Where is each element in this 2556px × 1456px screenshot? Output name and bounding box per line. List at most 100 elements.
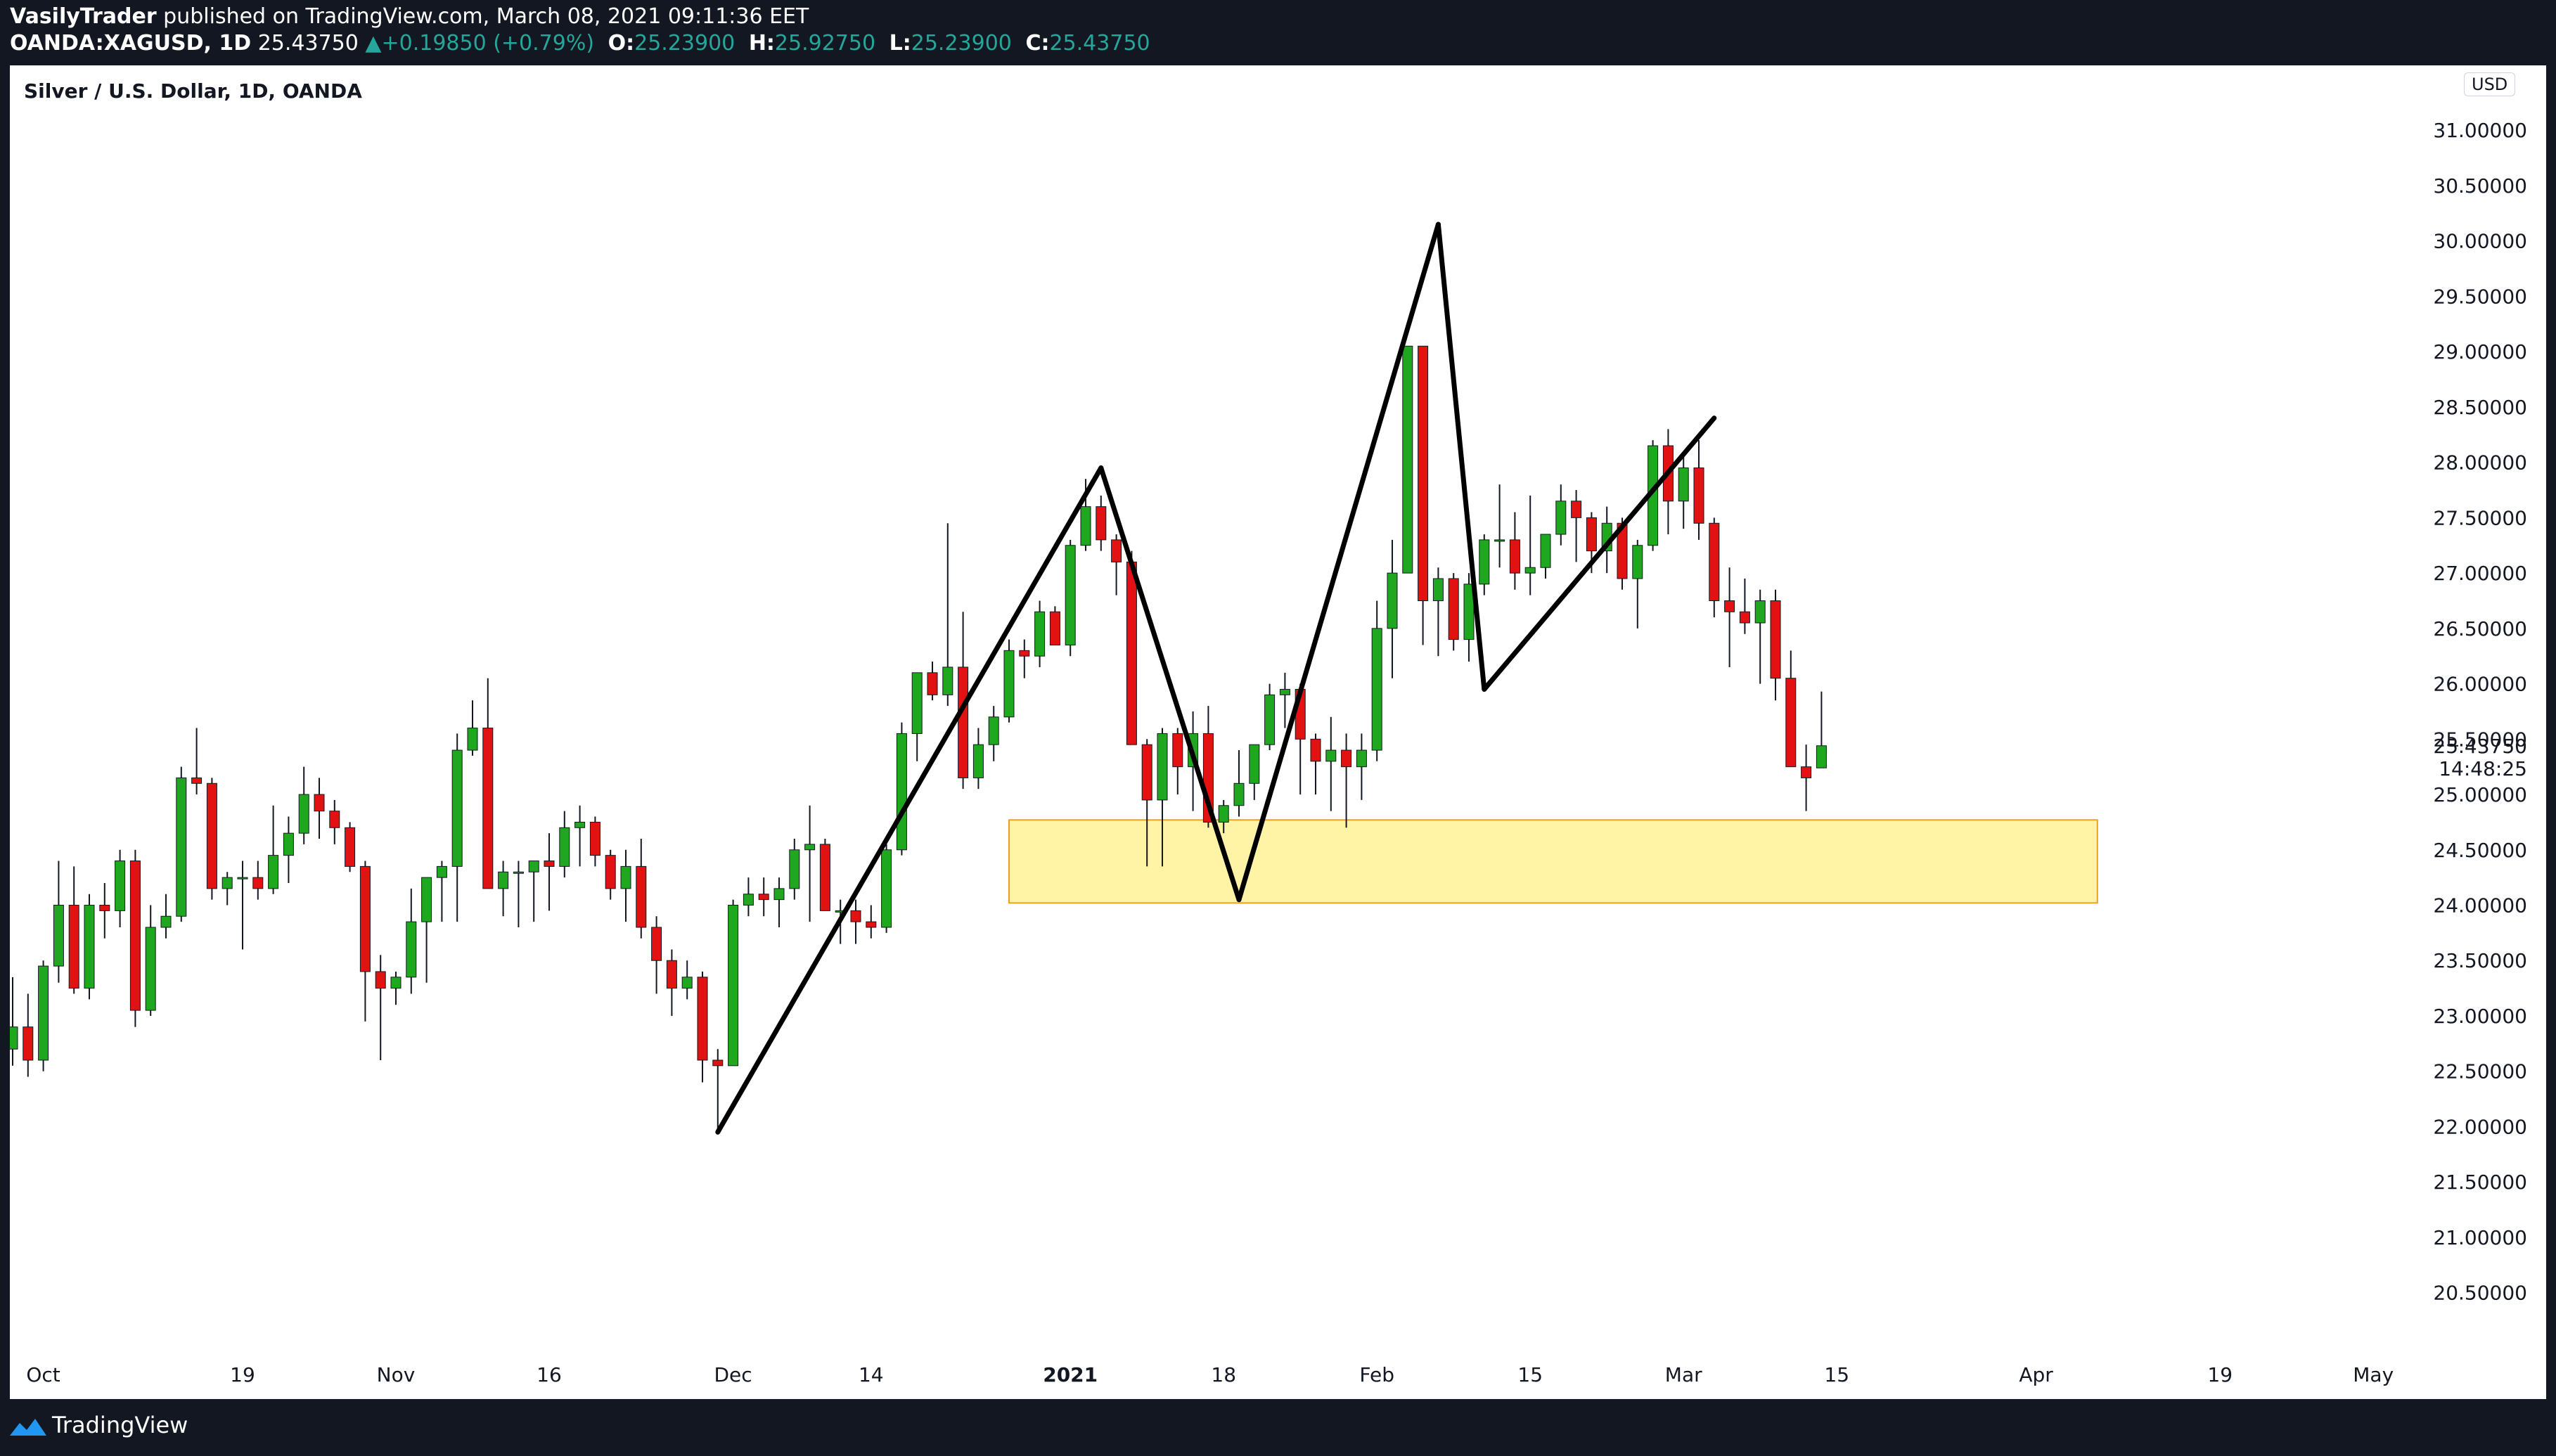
- candle-body: [329, 811, 340, 828]
- candle-body: [1126, 561, 1137, 745]
- x-tick-label: Mar: [1665, 1363, 1702, 1386]
- candle-body: [1754, 600, 1766, 624]
- y-tick-label: 26.00000: [2433, 673, 2527, 696]
- x-tick-label: 14: [859, 1363, 884, 1386]
- candle-body: [972, 744, 984, 778]
- candle-body: [927, 672, 938, 695]
- candle-body: [743, 894, 754, 906]
- y-tick-label: 29.50000: [2433, 285, 2527, 308]
- candle-body: [605, 855, 616, 889]
- candle-body: [513, 871, 524, 874]
- change-arrow-icon: ▲: [365, 31, 382, 56]
- candle-body: [681, 977, 693, 989]
- candle-body: [53, 905, 64, 967]
- pattern-line: [1482, 415, 1717, 692]
- candle-body: [620, 865, 631, 889]
- candle-body: [1264, 694, 1276, 745]
- x-tick-label: Apr: [2019, 1363, 2053, 1386]
- candle-body: [421, 877, 432, 922]
- y-tick-label: 22.00000: [2433, 1115, 2527, 1138]
- candle-body: [1371, 628, 1382, 751]
- candle-body: [712, 1059, 724, 1067]
- candle-body: [406, 921, 417, 978]
- y-tick-label: 24.50000: [2433, 839, 2527, 862]
- candle-body: [298, 794, 309, 834]
- candle-body: [819, 844, 830, 911]
- support-zone: [1008, 819, 2098, 904]
- footer-bar: TradingView: [0, 1399, 2556, 1456]
- currency-badge[interactable]: USD: [2464, 72, 2516, 96]
- candle-body: [1049, 611, 1060, 645]
- candle-body: [544, 861, 555, 867]
- candle-body: [1402, 345, 1413, 574]
- candle-body: [1356, 749, 1367, 768]
- author-name[interactable]: VasilyTrader: [10, 4, 157, 29]
- candle-body: [728, 905, 739, 1067]
- candle-body: [1080, 506, 1091, 546]
- candle-body: [160, 915, 172, 928]
- y-tick-label: 23.50000: [2433, 949, 2527, 972]
- symbol-label[interactable]: OANDA:XAGUSD, 1D: [10, 31, 252, 56]
- close-label: C:: [1025, 31, 1050, 56]
- countdown-label: 14:48:25: [2439, 757, 2527, 780]
- tradingview-logo-icon[interactable]: [8, 1415, 48, 1440]
- candle-body: [176, 777, 187, 917]
- x-tick-label: Feb: [1359, 1363, 1394, 1386]
- x-tick-label: 18: [1211, 1363, 1236, 1386]
- candle-body: [221, 877, 233, 889]
- candle-body: [1341, 749, 1352, 768]
- candle-body: [84, 905, 95, 989]
- x-tick-label: Oct: [26, 1363, 60, 1386]
- candle-body: [1233, 782, 1245, 806]
- candle-body: [574, 821, 586, 828]
- candle-body: [1310, 738, 1321, 762]
- candle-body: [589, 821, 601, 856]
- price-chart[interactable]: 20.50000 21.00000 21.50000 22.00000 22.50000…: [10, 65, 2546, 1399]
- x-tick-label: 19: [230, 1363, 255, 1386]
- y-tick-label: 25.00000: [2433, 783, 2527, 806]
- chart-title: Silver / U.S. Dollar, 1D, OANDA: [24, 79, 362, 103]
- candle-body: [1141, 744, 1152, 801]
- pattern-line: [1098, 465, 1242, 903]
- candle-body: [988, 716, 999, 745]
- x-tick-label: May: [2353, 1363, 2394, 1386]
- candle-body: [1739, 611, 1750, 624]
- candle-body: [129, 861, 141, 1011]
- y-tick-label: 28.00000: [2433, 451, 2527, 475]
- footer-brand[interactable]: TradingView: [52, 1412, 188, 1438]
- candle-body: [451, 749, 463, 867]
- y-tick-label: 24.00000: [2433, 894, 2527, 917]
- y-tick-label: 21.00000: [2433, 1226, 2527, 1249]
- candle-body: [1479, 539, 1490, 585]
- y-tick-label: 28.50000: [2433, 396, 2527, 419]
- candle-body: [206, 782, 217, 889]
- close-value: 25.43750: [1049, 31, 1150, 56]
- y-tick-label: 23.00000: [2433, 1005, 2527, 1028]
- candle-body: [789, 849, 800, 889]
- candle-body: [804, 844, 816, 851]
- y-tick-label: 29.00000: [2433, 340, 2527, 363]
- candle-body: [528, 861, 539, 872]
- candle-body: [375, 971, 386, 989]
- candle-body: [1571, 501, 1582, 518]
- open-label: O:: [608, 31, 635, 56]
- chart-panel[interactable]: 20.50000 21.00000 21.50000 22.00000 22.50000…: [10, 65, 2546, 1399]
- candle-body: [1785, 678, 1797, 768]
- candle-body: [1172, 733, 1183, 768]
- candle-body: [1494, 539, 1505, 542]
- candle-body: [666, 960, 677, 989]
- candle-body: [559, 827, 570, 867]
- candle-body: [23, 1026, 34, 1061]
- last-price-label: 25.43750: [2433, 735, 2527, 758]
- low-label: L:: [889, 31, 911, 56]
- y-tick-label: 30.00000: [2433, 230, 2527, 253]
- x-tick-label: 19: [2207, 1363, 2233, 1386]
- candle-body: [314, 794, 325, 812]
- candle-body: [1724, 600, 1735, 612]
- candle-body: [1157, 733, 1168, 801]
- candle-body: [850, 910, 861, 922]
- candle-body: [268, 855, 279, 889]
- candle-body: [145, 927, 156, 1011]
- candle-body: [390, 977, 402, 989]
- candle-body: [115, 861, 126, 911]
